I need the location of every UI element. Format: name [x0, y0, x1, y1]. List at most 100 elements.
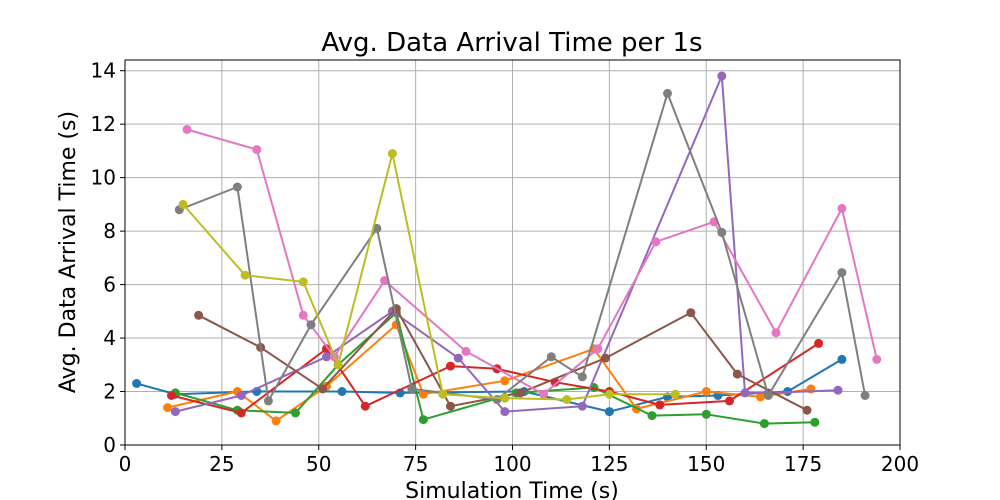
series-8-point	[860, 391, 870, 400]
series-9-point	[178, 199, 188, 209]
series-8-point	[546, 352, 556, 362]
series-8-point	[407, 384, 417, 394]
y-tick-label: 8	[103, 219, 116, 243]
series-5-point	[322, 352, 331, 362]
series-9	[178, 149, 680, 404]
series-9-line	[182, 152, 676, 401]
series-8-point	[306, 320, 316, 330]
series-5-point	[500, 407, 510, 417]
chart-title: Avg. Data Arrival Time per 1s	[321, 28, 702, 58]
series-3-point	[291, 408, 300, 418]
series-3-point	[810, 417, 820, 427]
series-1-point	[604, 407, 614, 417]
y-tick-label: 14	[91, 59, 116, 83]
series-5	[170, 71, 843, 417]
series-6	[194, 304, 812, 415]
series-5-point	[170, 407, 180, 417]
series-5-point	[577, 401, 587, 411]
series-6-point	[802, 405, 812, 415]
y-tick-label: 4	[103, 326, 116, 350]
series-8	[174, 88, 870, 406]
series-6-point	[732, 369, 742, 379]
x-tick-label: 50	[306, 452, 331, 476]
y-tick-label: 12	[91, 112, 116, 136]
series-3-point	[759, 419, 769, 429]
series-8-point	[663, 88, 672, 98]
series-8-point	[263, 396, 273, 406]
x-tick-label: 175	[784, 452, 822, 476]
series-4-point	[167, 391, 176, 400]
series-8-point	[577, 372, 587, 382]
series-9-point	[670, 389, 680, 399]
series-7-point	[461, 346, 471, 356]
series-8-point	[232, 182, 242, 192]
series-7-point	[593, 344, 603, 354]
series-5-point	[236, 391, 246, 400]
series-3-line	[175, 311, 815, 425]
series-8-line	[178, 92, 867, 402]
series-5-point	[453, 353, 463, 363]
series-2	[163, 320, 816, 426]
series-8-point	[837, 268, 847, 278]
series-2-line	[167, 323, 812, 422]
series-5-point	[833, 385, 843, 395]
x-tick-label: 0	[119, 452, 132, 476]
series-1-point	[337, 387, 347, 396]
series-2-point	[163, 403, 173, 413]
series-7-point	[837, 203, 847, 213]
series-6-point	[318, 384, 328, 394]
y-tick-label: 0	[103, 433, 116, 457]
series-4-point	[446, 361, 455, 371]
series-1-point	[837, 354, 847, 364]
series-7	[182, 125, 882, 399]
x-tick-label: 150	[687, 452, 725, 476]
series-6-line	[198, 307, 808, 412]
series-group	[132, 71, 882, 429]
series-2-point	[756, 392, 765, 402]
series-2-point	[701, 387, 711, 396]
series-8-point	[763, 391, 773, 400]
series-9-point	[500, 393, 510, 403]
series-6-point	[686, 308, 696, 318]
y-tick-label: 2	[103, 380, 116, 404]
series-8-point	[492, 395, 502, 404]
series-7-point	[298, 310, 308, 320]
series-2-point	[271, 416, 281, 426]
series-6-point	[601, 353, 610, 363]
series-7-point	[539, 389, 548, 399]
series-5-point	[740, 388, 750, 398]
series-1-point	[132, 379, 142, 388]
series-4-point	[236, 408, 246, 418]
series-9-point	[562, 395, 572, 404]
x-tick-label: 100	[493, 452, 531, 476]
y-axis-title: Avg. Data Arrival Time (s)	[56, 111, 81, 393]
series-7-point	[182, 125, 192, 134]
series-4-point	[814, 338, 824, 348]
axis-ticks: 0 25 50 75 100 125 150 175 200 0 2 4 6 8 10 12 14	[91, 59, 920, 476]
series-4-point	[322, 344, 331, 354]
series-9-point	[438, 389, 448, 399]
series-3-point	[647, 411, 657, 421]
series-9-point	[604, 389, 614, 399]
series-9-point	[387, 149, 397, 159]
series-7-point	[771, 328, 781, 338]
series-7-point	[872, 354, 882, 364]
series-2-point	[418, 389, 428, 399]
series-8-point	[717, 227, 727, 237]
series-4-point	[360, 401, 370, 411]
series-9-point	[240, 270, 250, 280]
series-7-point	[651, 237, 661, 247]
series-4-point	[655, 400, 665, 410]
series-7-point	[252, 145, 262, 155]
x-tick-label: 125	[590, 452, 628, 476]
series-9-point	[333, 360, 343, 370]
series-6-point	[515, 388, 525, 398]
series-6-point	[194, 310, 204, 320]
x-axis-title: Simulation Time (s)	[405, 479, 619, 500]
series-6-point	[446, 401, 455, 411]
y-tick-label: 6	[103, 273, 116, 297]
series-5-point	[717, 71, 727, 81]
x-tick-label: 200	[881, 452, 919, 476]
series-2-point	[500, 376, 510, 386]
